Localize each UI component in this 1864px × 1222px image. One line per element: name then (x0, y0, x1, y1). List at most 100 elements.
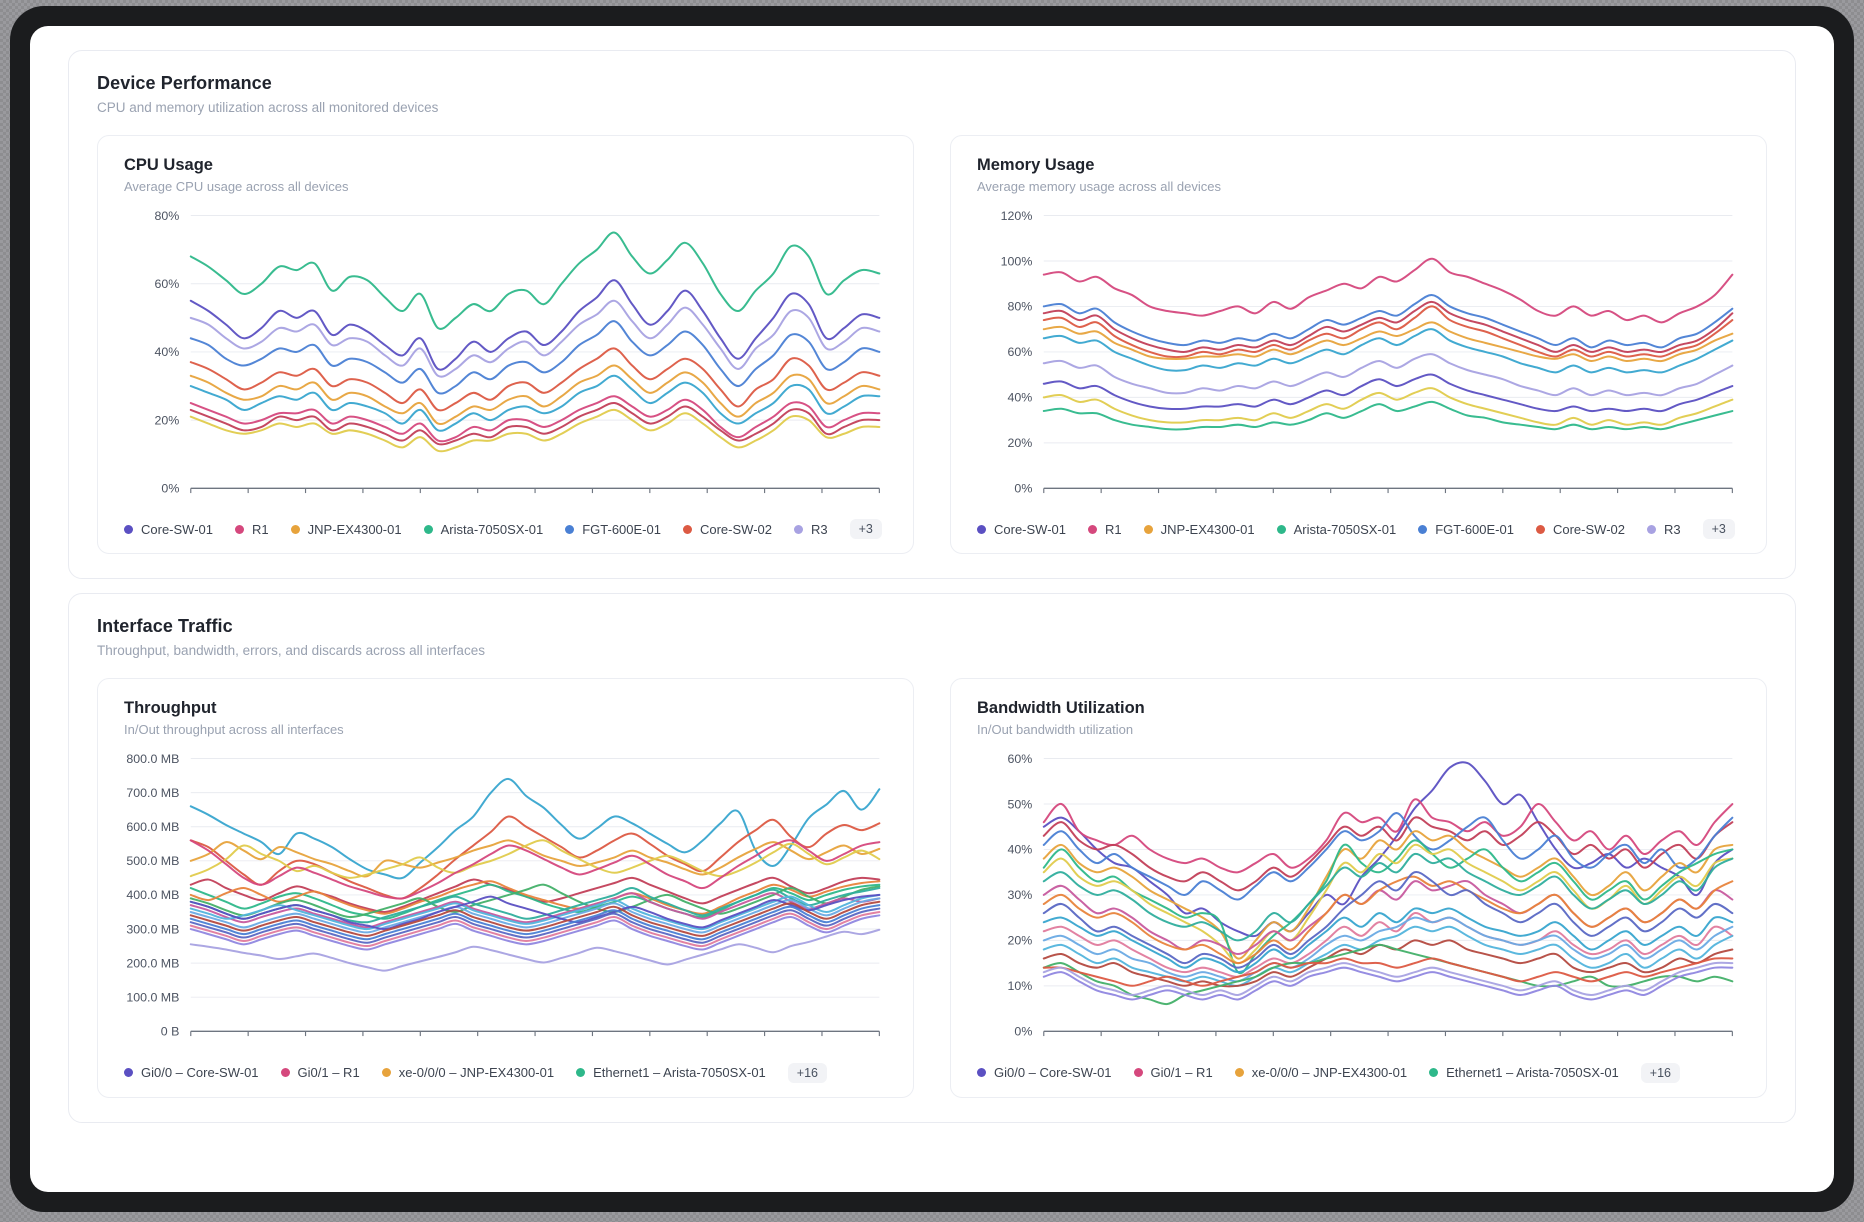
svg-text:300.0 MB: 300.0 MB (126, 923, 179, 937)
legend-item[interactable]: JNP-EX4300-01 (1143, 521, 1255, 537)
legend-overflow-badge[interactable]: +16 (787, 1062, 828, 1083)
svg-text:800.0 MB: 800.0 MB (126, 752, 179, 766)
throughput-legend: Gi0/0 – Core-SW-01 Gi0/1 – R1 xe-0/0/0 – J… (124, 1062, 887, 1083)
chart-line (189, 901, 881, 938)
svg-text:50%: 50% (1008, 798, 1033, 812)
chart-line (1042, 912, 1734, 979)
legend-overflow-badge[interactable]: +3 (849, 519, 882, 540)
svg-text:500.0 MB: 500.0 MB (126, 854, 179, 868)
chart-line-xe-0/0/0 – JNP-EX4300-01 (189, 839, 881, 878)
legend-dot-icon (290, 524, 300, 534)
chart-line (189, 897, 881, 934)
legend-dot-icon (1133, 1068, 1143, 1078)
chart-line (189, 408, 881, 453)
chart-line (189, 907, 881, 945)
chart-line (1042, 300, 1734, 354)
legend-item[interactable]: R3 (1647, 522, 1681, 537)
legend-dot-icon (280, 1068, 290, 1078)
legend-label: Arista-7050SX-01 (440, 521, 544, 537)
section-subtitle: CPU and memory utilization across all mo… (97, 100, 439, 115)
device-performance-cards: CPU Usage Average CPU usage across all d… (97, 135, 1767, 555)
chart-subtitle: Average CPU usage across all devices (124, 179, 349, 194)
chart-line (189, 929, 881, 972)
legend-item[interactable]: JNP-EX4300-01 (290, 522, 402, 537)
svg-text:80%: 80% (1008, 300, 1033, 314)
legend-item[interactable]: R1 (1088, 522, 1122, 537)
legend-item[interactable]: FGT-600E-01 (1418, 522, 1514, 537)
memory-usage-card: Memory Usage Average memory usage across… (950, 135, 1767, 555)
legend-dot-icon (977, 1068, 986, 1078)
legend-dot-icon (1276, 524, 1286, 534)
bandwidth-utilization-chart-canvas: 60% 50% 40% 30% 20% 10% 0% (977, 749, 1740, 1052)
legend-item[interactable]: Arista-7050SX-01 (423, 521, 544, 537)
chart-line (1042, 916, 1734, 983)
legend-dot-icon (1418, 524, 1428, 534)
svg-text:60%: 60% (1008, 345, 1033, 359)
chart-line (1042, 962, 1734, 997)
legend-dot-icon (1143, 524, 1153, 534)
legend-item[interactable]: Arista-7050SX-01 (1276, 521, 1397, 537)
chart-title: Throughput (124, 699, 217, 718)
legend-label: R1 (252, 521, 269, 537)
legend-label: Core-SW-02 (1552, 521, 1625, 537)
legend-dot-icon (235, 524, 245, 534)
legend-label: xe-0/0/0 – JNP-EX4300-01 (398, 1065, 555, 1081)
legend-item[interactable]: xe-0/0/0 – JNP-EX4300-01 (1234, 1065, 1407, 1080)
cpu-usage-legend: Core-SW-01 R1 JNP-EX4300-01 Arista-7050SX-0… (124, 519, 887, 540)
chart-line-R1 (189, 395, 881, 443)
chart-line-Gi0/1 – R1 (1042, 798, 1734, 874)
chart-line-Arista-7050SX-01 (189, 231, 881, 330)
chart-line-Gi0/0 – Core-SW-01 (189, 894, 881, 931)
legend-label: Gi0/1 – R1 (297, 1065, 360, 1081)
bandwidth-utilization-legend: Gi0/0 – Core-SW-01 Gi0/1 – R1 xe-0/0/0 – J… (977, 1062, 1740, 1083)
legend-item[interactable]: R1 (235, 522, 269, 537)
svg-text:0%: 0% (1014, 482, 1032, 496)
legend-label: FGT-600E-01 (1435, 521, 1514, 537)
legend-label: R3 (1664, 521, 1681, 537)
legend-item[interactable]: Core-SW-01 (124, 522, 213, 537)
memory-usage-legend: Core-SW-01 R1 JNP-EX4300-01 Arista-7050SX-0… (977, 519, 1740, 540)
legend-item[interactable]: Gi0/0 – Core-SW-01 (977, 1065, 1112, 1080)
legend-overflow-badge[interactable]: +16 (1640, 1062, 1681, 1083)
svg-text:0%: 0% (161, 482, 179, 496)
legend-item[interactable]: Core-SW-02 (1535, 521, 1625, 537)
legend-dot-icon (1234, 1068, 1244, 1078)
svg-text:30%: 30% (1008, 888, 1033, 902)
chart-line-Ethernet1 – Arista-7050SX-01 (1042, 839, 1734, 975)
throughput-card: Throughput In/Out throughput across all … (97, 678, 914, 1098)
chart-line (1042, 844, 1734, 965)
legend-item[interactable]: Gi0/0 – Core-SW-01 (124, 1065, 259, 1080)
svg-text:100.0 MB: 100.0 MB (126, 991, 179, 1005)
legend-item[interactable]: Core-SW-02 (682, 522, 772, 537)
legend-item[interactable]: Gi0/1 – R1 (1133, 1065, 1213, 1081)
section-interface-traffic: Interface Traffic Throughput, bandwidth,… (68, 593, 1796, 1123)
legend-item[interactable]: R3 (794, 522, 828, 537)
legend-item[interactable]: FGT-600E-01 (565, 522, 661, 537)
legend-label: JNP-EX4300-01 (1160, 521, 1255, 537)
legend-overflow-badge[interactable]: +3 (1702, 519, 1735, 540)
svg-text:80%: 80% (155, 209, 180, 223)
legend-dot-icon (565, 524, 575, 534)
chart-line-R1 (1042, 257, 1734, 324)
chart-line-FGT-600E-01 (1042, 294, 1734, 349)
chart-subtitle: Average memory usage across all devices (977, 179, 1221, 194)
chart-line (189, 904, 881, 941)
legend-label: Arista-7050SX-01 (1293, 521, 1397, 537)
svg-text:120%: 120% (1001, 209, 1033, 223)
chart-line (1042, 871, 1734, 969)
legend-item[interactable]: Core-SW-01 (977, 522, 1066, 537)
legend-dot-icon (1088, 524, 1098, 534)
chart-line (189, 374, 881, 432)
legend-label: Gi0/1 – R1 (1150, 1065, 1213, 1081)
throughput-chart-canvas: 800.0 MB 700.0 MB 600.0 MB 500.0 MB 400.0 MB… (124, 749, 887, 1052)
chart-line-JNP-EX4300-01 (1042, 321, 1734, 363)
legend-item[interactable]: xe-0/0/0 – JNP-EX4300-01 (381, 1065, 555, 1081)
legend-item[interactable]: Ethernet1 – Arista-7050SX-01 (1429, 1065, 1619, 1080)
chart-line-JNP-EX4300-01 (189, 364, 881, 426)
chart-line (1042, 966, 1734, 1001)
svg-text:0 B: 0 B (161, 1025, 180, 1039)
svg-text:400.0 MB: 400.0 MB (126, 888, 179, 902)
chart-line (189, 880, 881, 916)
legend-item[interactable]: Ethernet1 – Arista-7050SX-01 (576, 1065, 766, 1080)
legend-item[interactable]: Gi0/1 – R1 (280, 1065, 360, 1081)
